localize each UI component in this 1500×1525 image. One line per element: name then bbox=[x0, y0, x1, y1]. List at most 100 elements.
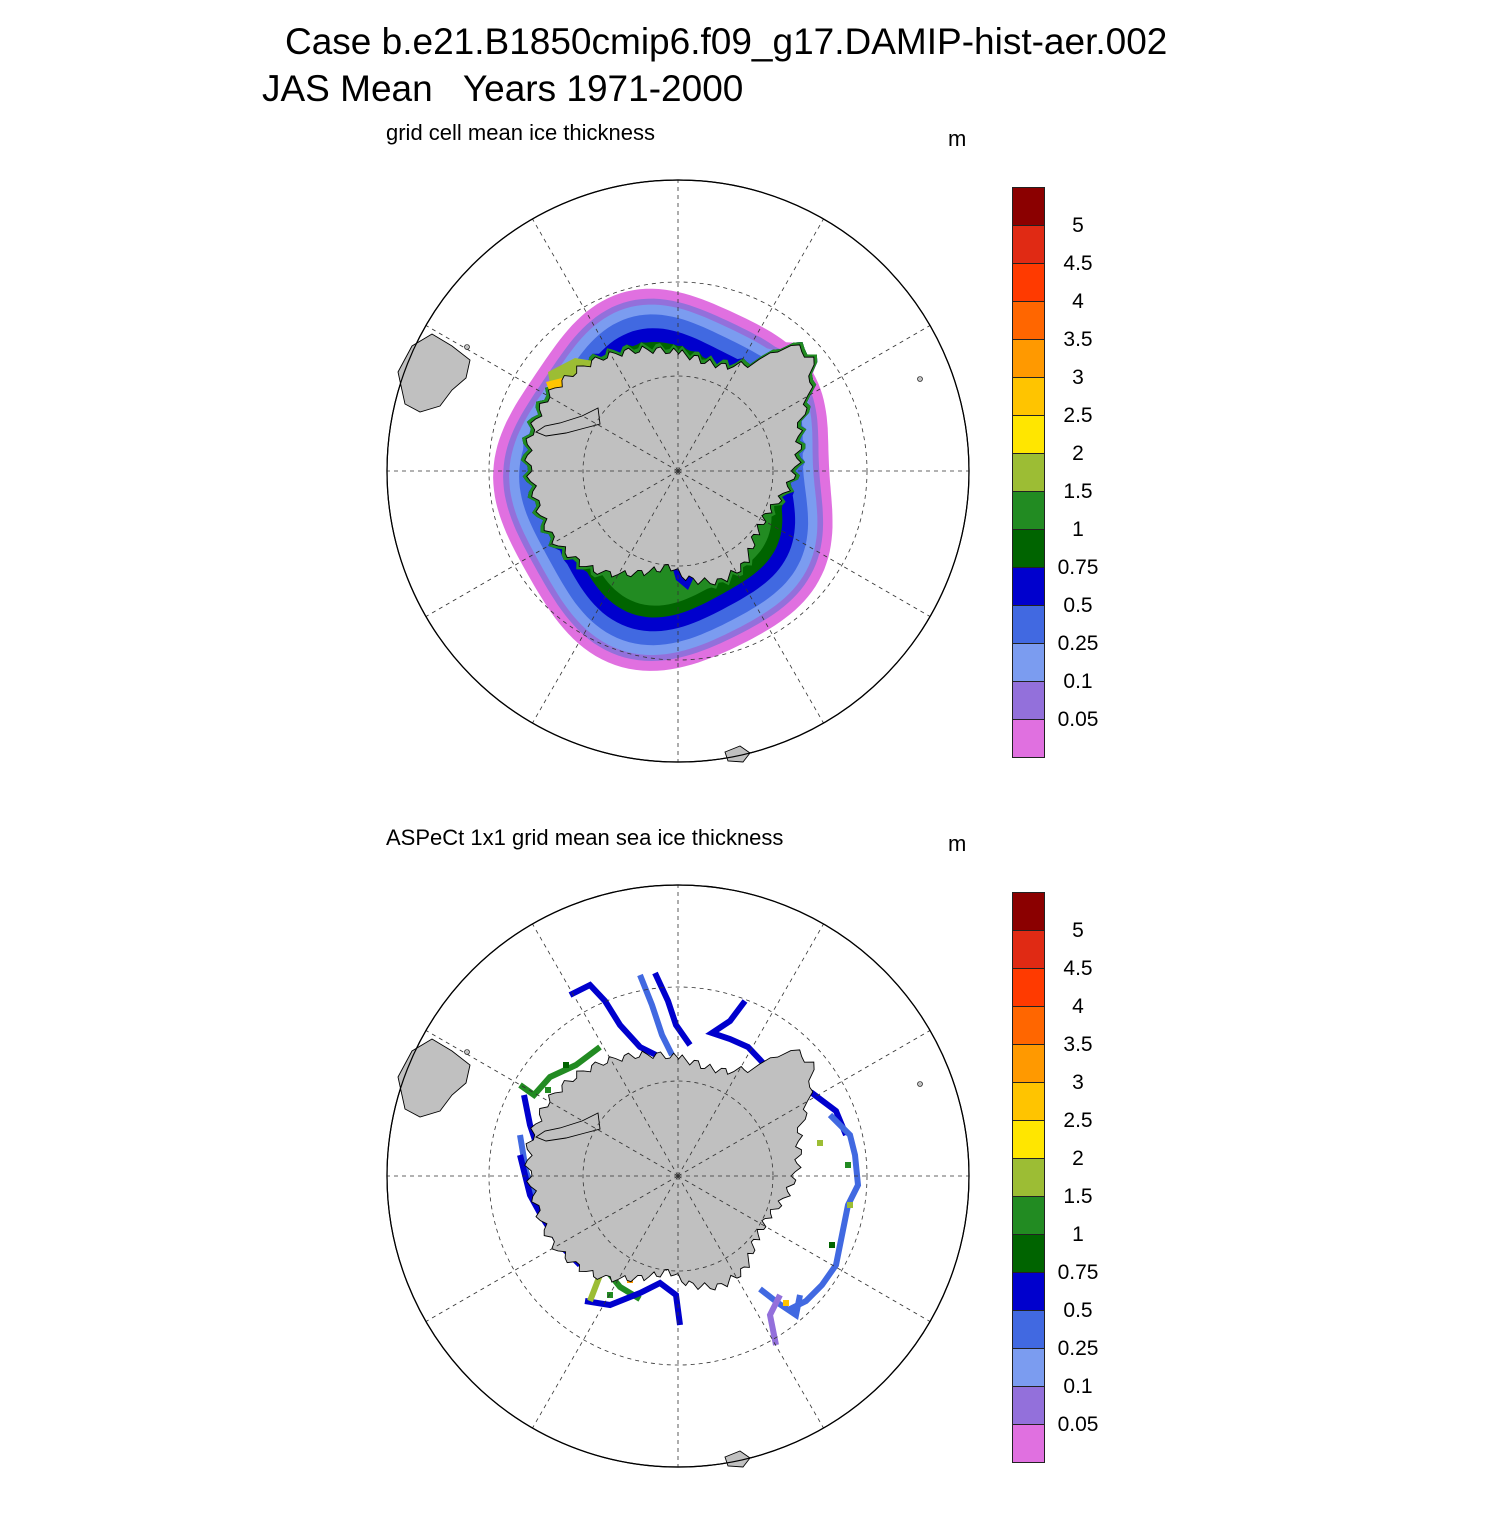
colorbar-swatch bbox=[1012, 415, 1045, 454]
colorbar-tick-label: 0.5 bbox=[1063, 594, 1093, 617]
map-boundary-outline bbox=[386, 179, 970, 763]
colorbar-swatch bbox=[1012, 1120, 1045, 1159]
observation-cell bbox=[545, 1087, 551, 1093]
meridian-line bbox=[532, 218, 679, 472]
kerguelen-island bbox=[917, 1081, 923, 1087]
figure-title-line1: Case b.e21.B1850cmip6.f09_g17.DAMIP-hist… bbox=[285, 21, 1168, 62]
antarctica-landmass bbox=[524, 1049, 815, 1291]
latitude-circle bbox=[488, 986, 868, 1366]
latitude-circle bbox=[582, 375, 774, 567]
observation-cell bbox=[817, 1140, 823, 1146]
new-zealand-tip bbox=[724, 745, 751, 763]
meridian-line bbox=[532, 1175, 679, 1429]
panel1-units: m bbox=[948, 126, 967, 151]
meridian-line bbox=[677, 218, 824, 472]
colorbar-swatch bbox=[1012, 643, 1045, 682]
observation-track bbox=[652, 971, 693, 1047]
colorbar-swatch bbox=[1012, 187, 1045, 226]
colorbar-tick-label: 2.5 bbox=[1063, 404, 1093, 427]
panel1-title: grid cell mean ice thickness bbox=[386, 120, 656, 145]
colorbar-tick-label: 4.5 bbox=[1063, 957, 1093, 980]
observation-track bbox=[705, 999, 849, 1137]
observation-cell bbox=[845, 1162, 851, 1168]
meridian-line bbox=[677, 1175, 824, 1429]
colorbar-tick-label: 4 bbox=[1072, 995, 1084, 1018]
colorbar-swatch bbox=[1012, 892, 1045, 931]
colorbar-tick-label: 3.5 bbox=[1063, 1033, 1093, 1056]
colorbar-swatch bbox=[1012, 453, 1045, 492]
colorbar-tick-label: 0.5 bbox=[1063, 1299, 1093, 1322]
colorbar-swatch bbox=[1012, 605, 1045, 644]
colorbar-tick-label: 0.75 bbox=[1057, 556, 1099, 579]
colorbar-tick-label: 0.75 bbox=[1057, 1261, 1099, 1284]
observation-track bbox=[518, 1044, 602, 1100]
colorbar-tick-label: 0.1 bbox=[1063, 1375, 1093, 1398]
antarctic-peninsula bbox=[535, 1112, 601, 1142]
colorbar-tick-label: 1.5 bbox=[1063, 480, 1093, 503]
colorbar-swatch bbox=[1012, 681, 1045, 720]
meridian-line bbox=[677, 470, 931, 617]
colorbar-swatch bbox=[1012, 491, 1045, 530]
meridian-line bbox=[425, 325, 679, 472]
panel1-colorbar: 5 4.5 4 3.5 3 2.5 2 1.5 1 0.75 0.5 0.25 0.1 0.05 bbox=[1012, 187, 1098, 758]
colorbar-swatch bbox=[1012, 339, 1045, 378]
panel1-map bbox=[386, 179, 970, 763]
colorbar-tick-label: 0.05 bbox=[1057, 708, 1099, 731]
kerguelen-island bbox=[917, 376, 923, 382]
antarctic-peninsula bbox=[535, 407, 601, 437]
colorbar-tick-label: 1 bbox=[1072, 518, 1084, 541]
antarctica-landmass bbox=[524, 344, 815, 586]
colorbar-swatch bbox=[1012, 567, 1045, 606]
south-america-tip bbox=[397, 333, 471, 413]
meridian-line bbox=[425, 1175, 679, 1322]
colorbar-swatch bbox=[1012, 1272, 1045, 1311]
meridian-line bbox=[677, 325, 931, 472]
meridian-line bbox=[677, 1030, 931, 1177]
colorbar-tick-label: 3 bbox=[1072, 366, 1084, 389]
colorbar-swatch bbox=[1012, 719, 1045, 758]
colorbar-tick-label: 0.25 bbox=[1057, 1337, 1099, 1360]
meridian-line bbox=[425, 470, 679, 617]
colorbar-tick-label: 3 bbox=[1072, 1071, 1084, 1094]
colorbar-tick-label: 2 bbox=[1072, 1147, 1084, 1170]
latitude-circle bbox=[488, 281, 868, 661]
observation-cell bbox=[783, 1300, 789, 1306]
colorbar-swatch bbox=[1012, 1424, 1045, 1463]
colorbar-swatch bbox=[1012, 301, 1045, 340]
colorbar-tick-label: 3.5 bbox=[1063, 328, 1093, 351]
latitude-circle bbox=[582, 1080, 774, 1272]
colorbar-swatch bbox=[1012, 263, 1045, 302]
observation-track bbox=[568, 981, 662, 1060]
panel2-map bbox=[386, 884, 970, 1468]
meridian-line bbox=[532, 923, 679, 1177]
observation-track bbox=[788, 1112, 862, 1312]
observation-cell bbox=[829, 1242, 835, 1248]
colorbar-tick-label: 1.5 bbox=[1063, 1185, 1093, 1208]
observation-cell bbox=[607, 1292, 613, 1298]
colorbar-swatch bbox=[1012, 968, 1045, 1007]
colorbar-swatch bbox=[1012, 1082, 1045, 1121]
colorbar-swatch bbox=[1012, 377, 1045, 416]
colorbar-swatch bbox=[1012, 1234, 1045, 1273]
colorbar-tick-label: 5 bbox=[1072, 919, 1084, 942]
colorbar-tick-label: 0.25 bbox=[1057, 632, 1099, 655]
observation-cell bbox=[563, 1062, 569, 1068]
observation-track bbox=[758, 1286, 803, 1320]
colorbar-swatch bbox=[1012, 1348, 1045, 1387]
observation-track bbox=[766, 1293, 783, 1346]
new-zealand-tip bbox=[724, 1450, 751, 1468]
colorbar-swatch bbox=[1012, 1196, 1045, 1235]
observation-cell bbox=[847, 1202, 853, 1208]
colorbar-tick-label: 5 bbox=[1072, 214, 1084, 237]
map-boundary-outline bbox=[386, 884, 970, 1468]
colorbar-tick-label: 4 bbox=[1072, 290, 1084, 313]
panel2-colorbar: 5 4.5 4 3.5 3 2.5 2 1.5 1 0.75 0.5 0.25 0.1 0.05 bbox=[1012, 892, 1098, 1463]
colorbar-swatch bbox=[1012, 1386, 1045, 1425]
colorbar-swatch bbox=[1012, 225, 1045, 264]
colorbar-tick-label: 2 bbox=[1072, 442, 1084, 465]
graticule bbox=[387, 180, 969, 762]
colorbar-tick-label: 0.05 bbox=[1057, 1413, 1099, 1436]
colorbar-tick-label: 0.1 bbox=[1063, 670, 1093, 693]
meridian-line bbox=[677, 470, 824, 724]
colorbar-tick-label: 1 bbox=[1072, 1223, 1084, 1246]
